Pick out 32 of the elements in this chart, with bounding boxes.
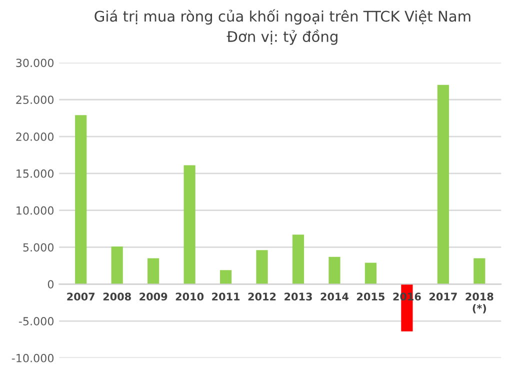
y-tick-label: 5.000 — [23, 243, 54, 252]
x-tick-label: 2015 — [357, 292, 384, 301]
y-tick-label: 10.000 — [16, 206, 54, 215]
x-tick-label: 2017 — [430, 292, 457, 301]
y-tick-label: 20.000 — [16, 132, 54, 141]
bar — [364, 262, 377, 284]
x-tick-label: 2010 — [176, 292, 204, 301]
bar — [474, 258, 486, 284]
bar — [292, 234, 304, 284]
y-tick-label: 0 — [48, 280, 54, 289]
bar — [328, 256, 340, 284]
chart-title: Giá trị mua ròng của khối ngoại trên TTCK Việt Nam Đơn vị: tỷ đồng — [94, 9, 470, 45]
bar — [256, 250, 268, 284]
bar — [437, 84, 449, 284]
y-tick-label: -10.000 — [12, 354, 54, 362]
x-tick-label: 2009 — [140, 292, 168, 301]
x-tick-label: 2013 — [284, 292, 312, 301]
y-tick-label: -5.000 — [18, 317, 54, 326]
x-tick-label: 2007 — [67, 292, 95, 301]
x-tick-label: 2014 — [320, 292, 348, 301]
x-tick-label: 2011 — [212, 292, 240, 301]
x-tick-label: 2008 — [103, 292, 131, 301]
y-tick-label: 25.000 — [16, 96, 54, 104]
x-tick-label: 2018 (*) — [466, 292, 494, 314]
bar — [148, 258, 160, 284]
y-tick-label: 30.000 — [16, 58, 54, 68]
bar — [111, 246, 123, 284]
x-tick-label: 2012 — [248, 292, 276, 301]
bar — [75, 115, 87, 284]
bar — [184, 165, 196, 284]
y-tick-label: 15.000 — [16, 169, 54, 178]
bar — [220, 270, 232, 284]
